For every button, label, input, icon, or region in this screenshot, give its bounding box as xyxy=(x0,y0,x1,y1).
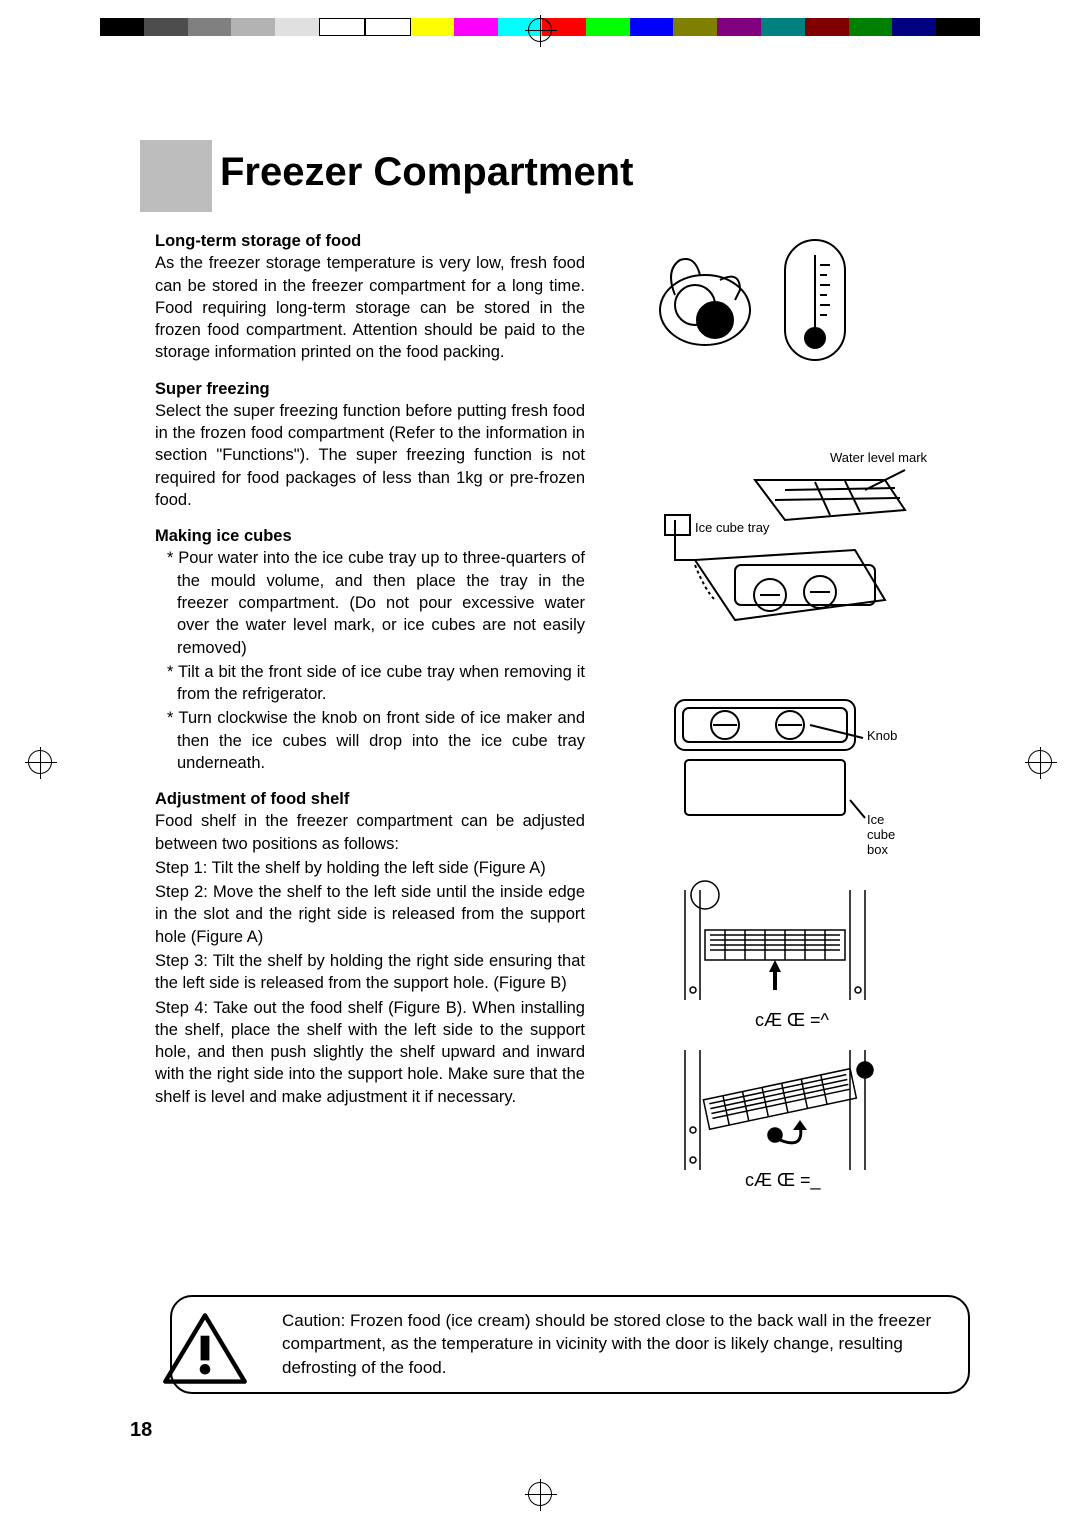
label-ice-tray: Ice cube tray xyxy=(695,520,769,535)
label-figure-b: cÆ Œ =_ xyxy=(745,1170,821,1191)
ice-tray-illustration: Water level mark Ice cube tray xyxy=(635,460,935,660)
para-step1: Step 1: Tilt the shelf by holding the le… xyxy=(155,857,585,879)
para-shelf-intro: Food shelf in the freezer compartment ca… xyxy=(155,810,585,855)
page-content: Freezer Compartment Long-term storage of… xyxy=(120,100,1000,1424)
caution-box: Caution: Frozen food (ice cream) should … xyxy=(170,1295,970,1394)
heading-super-freezing: Super freezing xyxy=(155,378,585,400)
warning-icon xyxy=(160,1311,250,1386)
registration-mark-right xyxy=(1028,750,1052,774)
heading-adjustment: Adjustment of food shelf xyxy=(155,788,585,810)
heading-long-term: Long-term storage of food xyxy=(155,230,585,252)
label-water-mark: Water level mark xyxy=(830,450,927,465)
label-knob: Knob xyxy=(867,728,897,743)
main-content: Long-term storage of food As the freezer… xyxy=(155,230,1000,1110)
bullet-turn-knob: * Turn clockwise the knob on front side … xyxy=(155,707,585,774)
food-thermometer-illustration xyxy=(645,230,865,370)
text-column: Long-term storage of food As the freezer… xyxy=(155,230,585,1110)
bullet-tilt-tray: * Tilt a bit the front side of ice cube … xyxy=(155,661,585,706)
bullet-pour-water: * Pour water into the ice cube tray up t… xyxy=(155,547,585,658)
page-title: Freezer Compartment xyxy=(220,150,633,195)
label-figure-a: cÆ Œ =^ xyxy=(755,1010,829,1031)
para-long-term: As the freezer storage temperature is ve… xyxy=(155,252,585,363)
page-number: 18 xyxy=(130,1419,152,1442)
shelf-figure-b-illustration xyxy=(655,1030,895,1180)
para-super-freezing: Select the super freezing function befor… xyxy=(155,400,585,511)
para-step2: Step 2: Move the shelf to the left side … xyxy=(155,881,585,948)
caution-text: Caution: Frozen food (ice cream) should … xyxy=(282,1311,931,1378)
ice-box-illustration: Knob Ice cube box xyxy=(655,690,915,840)
section-marker-box xyxy=(140,140,212,212)
illustration-column: Water level mark Ice cube tray xyxy=(615,230,1000,1110)
shelf-figure-a-illustration xyxy=(655,860,895,1010)
heading-ice-cubes: Making ice cubes xyxy=(155,525,585,547)
registration-mark-bottom xyxy=(528,1482,552,1506)
registration-mark-top xyxy=(528,18,552,42)
para-step3: Step 3: Tilt the shelf by holding the ri… xyxy=(155,950,585,995)
registration-mark-left xyxy=(28,750,52,774)
label-ice-box: Ice cube box xyxy=(867,812,915,857)
para-step4: Step 4: Take out the food shelf (Figure … xyxy=(155,997,585,1108)
